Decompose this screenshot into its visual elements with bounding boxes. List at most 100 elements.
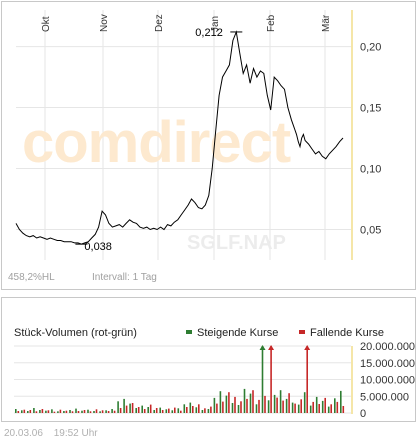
price-x-tick-label: Dez [154, 14, 165, 32]
price-y-tick-label: 0,15 [360, 103, 381, 115]
price-chart: comdirect SGLF.NAP Okt Nov Dez Jan Feb Mär 0,… [8, 10, 381, 283]
volume-y-tick-label: 0 [360, 408, 366, 420]
volume-bar-rising [225, 395, 228, 413]
volume-bar-rising [135, 408, 137, 413]
timestamp-time: 19:52 Uhr [53, 428, 98, 439]
volume-bar-falling [137, 407, 140, 413]
volume-bar-falling [29, 410, 32, 413]
volume-bar-rising [69, 410, 71, 413]
volume-bar-rising [57, 411, 59, 413]
volume-bar-rising [303, 392, 306, 413]
volume-bar-falling [95, 409, 98, 413]
volume-bar-rising [285, 398, 288, 413]
volume-bar-rising [39, 410, 41, 413]
volume-bar-falling [264, 395, 266, 413]
volume-bar-rising [189, 402, 192, 413]
volume-bar-rising [321, 400, 324, 413]
volume-bar-rising [334, 398, 336, 413]
volume-bar-falling [222, 401, 224, 413]
volume-overflow-arrow [304, 345, 311, 350]
price-x-tick-label: Okt [41, 16, 52, 32]
legend-rising-label: Steigende Kurse [197, 327, 278, 339]
volume-bar-rising [165, 409, 168, 413]
volume-bar-rising [340, 390, 342, 413]
volume-bar-falling [77, 411, 80, 413]
interval-label: Intervall: 1 Tag [92, 272, 157, 283]
volume-bar-rising [21, 410, 23, 413]
volume-bar-falling [294, 403, 296, 413]
volume-bars [15, 345, 345, 413]
volume-bar-rising [99, 411, 101, 413]
volume-bar-falling [204, 408, 206, 413]
volume-bar-rising [123, 398, 125, 413]
volume-bar-falling [143, 409, 146, 413]
volume-bar-rising [273, 394, 276, 413]
volume-bar-rising [243, 388, 246, 413]
max-annotation-label: 0,212 [195, 27, 223, 39]
volume-overflow-arrow [259, 345, 266, 350]
volume-y-ticks: 0 5.000.000 10.000.000 15.000.000 20.000.000 [360, 341, 415, 420]
volume-bar-falling [318, 404, 320, 413]
volume-y-tick-label: 20.000.000 [360, 341, 415, 353]
legend-falling-label: Fallende Kurse [310, 327, 384, 339]
volume-bar-falling [186, 407, 188, 413]
volume-bar-rising [261, 346, 264, 413]
volume-bar-rising [45, 410, 47, 413]
timestamp-date: 20.03.06 [4, 428, 43, 439]
volume-bar-rising [87, 409, 89, 413]
volume-bar-rising [111, 409, 113, 413]
legend-rising-swatch [186, 330, 192, 334]
volume-bar-falling [228, 392, 230, 413]
volume-bar-falling [312, 401, 314, 413]
volume-bar-falling [65, 410, 68, 413]
volume-bar-falling [252, 390, 254, 413]
volume-y-tick-label: 15.000.000 [360, 358, 415, 370]
volume-chart-panel: Stück-Volumen (rot-grün) Steigende Kurse… [1, 297, 416, 422]
volume-bar-rising [279, 390, 282, 413]
price-series-line [15, 30, 344, 245]
legend-rising: Steigende Kurse [186, 327, 278, 339]
volume-bar-falling [168, 408, 170, 413]
timestamp: 20.03.06 19:52 Uhr [4, 428, 106, 439]
symbol-watermark: SGLF.NAP [187, 232, 286, 254]
volume-bar-falling [23, 409, 26, 413]
volume-title: Stück-Volumen (rot-grün) [14, 327, 137, 339]
volume-bar-falling [330, 404, 332, 413]
volume-bar-falling [131, 403, 134, 413]
volume-bar-rising [231, 403, 234, 413]
volume-bar-falling [258, 399, 260, 413]
price-chart-panel: comdirect SGLF.NAP Okt Nov Dez Jan Feb Mär 0,… [1, 1, 416, 290]
volume-chart: Stück-Volumen (rot-grün) Steigende Kurse… [14, 327, 415, 420]
volume-bar-rising [297, 404, 300, 413]
volume-bar-rising [63, 411, 65, 413]
volume-bar-falling [83, 410, 86, 413]
volume-bar-falling [53, 411, 56, 413]
volume-bar-falling [155, 408, 158, 413]
volume-bar-rising [219, 391, 222, 413]
price-x-tick-label: Nov [99, 14, 110, 32]
volume-bar-falling [240, 401, 242, 413]
volume-bar-rising [105, 410, 107, 413]
volume-bar-falling [336, 401, 339, 413]
volume-bar-rising [201, 410, 204, 413]
volume-bar-rising [213, 397, 216, 413]
volume-bar-falling [107, 411, 110, 413]
volume-bar-falling [41, 409, 44, 413]
volume-bar-rising [237, 405, 240, 413]
volume-bar-rising [153, 410, 155, 413]
legend-falling-swatch [299, 330, 305, 334]
volume-bar-falling [113, 410, 116, 413]
volume-bar-rising [27, 411, 29, 413]
volume-bar-falling [342, 406, 345, 413]
volume-bar-rising [291, 402, 294, 413]
volume-bar-falling [192, 406, 194, 413]
volume-bar-falling [47, 410, 50, 413]
price-grid [16, 10, 351, 260]
volume-bar-rising [255, 404, 258, 413]
volume-bar-rising [15, 409, 17, 413]
volume-bar-rising [33, 408, 35, 413]
volume-bar-falling [306, 346, 308, 413]
volume-bar-falling [198, 404, 200, 413]
price-annotations: 0,038 0,212 [75, 27, 243, 253]
volume-bar-rising [183, 404, 186, 413]
